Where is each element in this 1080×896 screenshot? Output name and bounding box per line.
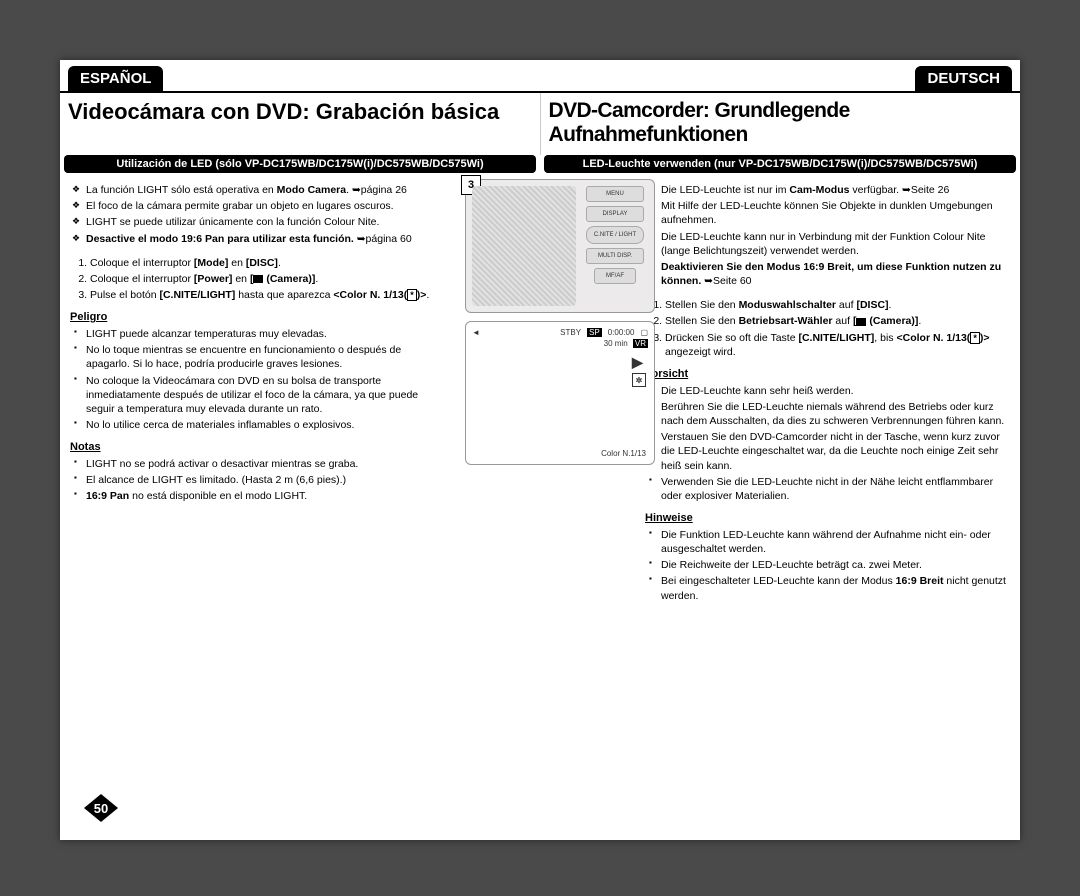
es-bullet: Desactive el modo 19:6 Pan para utilizar… — [86, 232, 435, 246]
title-es: Videocámara con DVD: Grabación básica — [60, 93, 541, 155]
vorsicht-item: Berühren Sie die LED-Leuchte niemals wäh… — [661, 400, 1010, 428]
subheading-row: Utilización de LED (sólo VP-DC175WB/DC17… — [60, 155, 1020, 173]
de-steps: Stellen Sie den Moduswahlschalter auf [D… — [645, 298, 1010, 359]
center-diagram: 3 MENU DISPLAY C.NITE / LIGHT MULTI DISP… — [465, 179, 655, 465]
manual-page: ESPAÑOL DEUTSCH Videocámara con DVD: Gra… — [60, 60, 1020, 840]
btn-cnite-light: C.NITE / LIGHT — [586, 226, 644, 244]
page-number: 50 — [84, 794, 118, 822]
de-bullet: Die LED-Leuchte ist nur im Cam-Modus ver… — [661, 183, 1010, 197]
battery-icon: ▢ — [640, 328, 648, 337]
time-label: 0:00:00 — [608, 328, 635, 337]
hinweise-item: Bei eingeschalteter LED-Leuchte kann der… — [661, 574, 1010, 602]
de-step: Stellen Sie den Betriebsart-Wähler auf [… — [665, 314, 1010, 328]
screen-bottom: Color N.1/13 — [601, 449, 646, 458]
peligro-item: No lo utilice cerca de materiales inflam… — [86, 418, 435, 432]
notas-item: El alcance de LIGHT es limitado. (Hasta … — [86, 473, 435, 487]
hinweise-list: Die Funktion LED-Leuchte kann während de… — [645, 528, 1010, 603]
vorsicht-list: Die LED-Leuchte kann sehr heiß werden. B… — [645, 384, 1010, 503]
es-bullet: La función LIGHT sólo está operativa en … — [86, 183, 435, 197]
speaker-grille — [472, 186, 576, 306]
light-icon: ✲ — [632, 373, 646, 387]
rec-icon: ◄ — [472, 328, 480, 337]
notas-item: 16:9 Pan no está disponible en el modo L… — [86, 489, 435, 503]
col-de: Die LED-Leuchte ist nur im Cam-Modus ver… — [635, 173, 1020, 609]
es-bullet: LIGHT se puede utilizar únicamente con l… — [86, 215, 435, 229]
es-step: Coloque el interruptor [Mode] en [DISC]. — [90, 256, 435, 270]
de-bullet: Deaktivieren Sie den Modus 16:9 Breit, u… — [661, 260, 1010, 288]
es-steps: Coloque el interruptor [Mode] en [DISC].… — [70, 256, 435, 303]
notas-list: LIGHT no se podrá activar o desactivar m… — [70, 457, 435, 504]
notas-item: LIGHT no se podrá activar o desactivar m… — [86, 457, 435, 471]
de-bullets: Die LED-Leuchte ist nur im Cam-Modus ver… — [645, 183, 1010, 288]
de-bullet: Mit Hilfe der LED-Leuchte können Sie Obj… — [661, 199, 1010, 227]
es-bullet: El foco de la cámara permite grabar un o… — [86, 199, 435, 213]
es-step: Coloque el interruptor [Power] en [ (Cam… — [90, 272, 435, 286]
peligro-list: LIGHT puede alcanzar temperaturas muy el… — [70, 327, 435, 432]
title-row: Videocámara con DVD: Grabación básica DV… — [60, 91, 1020, 155]
screen-top-row: ◄ STBY SP 0:00:00 ▢ — [472, 328, 648, 337]
subbar-es: Utilización de LED (sólo VP-DC175WB/DC17… — [64, 155, 536, 173]
hinweise-item: Die Funktion LED-Leuchte kann während de… — [661, 528, 1010, 556]
vr-badge: VR — [633, 339, 648, 348]
play-icon: ▶ — [632, 354, 646, 371]
de-step: Stellen Sie den Moduswahlschalter auf [D… — [665, 298, 1010, 312]
camera-panel: 3 MENU DISPLAY C.NITE / LIGHT MULTI DISP… — [465, 179, 655, 313]
es-step: Pulse el botón [C.NITE/LIGHT] hasta que … — [90, 288, 435, 302]
btn-display: DISPLAY — [586, 206, 644, 222]
btn-mfaf: MF/AF — [594, 268, 636, 284]
lang-tab-es: ESPAÑOL — [68, 66, 163, 91]
peligro-item: No lo toque mientras se encuentre en fun… — [86, 343, 435, 371]
notas-heading: Notas — [70, 440, 435, 455]
btn-menu: MENU — [586, 186, 644, 202]
peligro-item: LIGHT puede alcanzar temperaturas muy el… — [86, 327, 435, 341]
vorsicht-heading: Vorsicht — [645, 367, 1010, 382]
lang-tab-de: DEUTSCH — [915, 66, 1012, 91]
peligro-item: No coloque la Videocámara con DVD en su … — [86, 374, 435, 417]
btn-multidisp: MULTI DISP. — [586, 248, 644, 264]
vorsicht-item: Verstauen Sie den DVD-Camcorder nicht in… — [661, 430, 1010, 473]
stby-label: STBY — [560, 328, 581, 337]
content-columns: La función LIGHT sólo está operativa en … — [60, 173, 1020, 609]
panel-buttons: MENU DISPLAY C.NITE / LIGHT MULTI DISP. … — [582, 186, 648, 306]
de-bullet: Die LED-Leuchte kann nur in Verbindung m… — [661, 230, 1010, 258]
es-bullets: La función LIGHT sólo está operativa en … — [70, 183, 435, 246]
subbar-de: LED-Leuchte verwenden (nur VP-DC175WB/DC… — [544, 155, 1016, 173]
min-label: 30 min — [604, 339, 628, 348]
vorsicht-item: Verwenden Sie die LED-Leuchte nicht in d… — [661, 475, 1010, 503]
de-step: Drücken Sie so oft die Taste [C.NITE/LIG… — [665, 331, 1010, 359]
hinweise-heading: Hinweise — [645, 511, 1010, 526]
title-de: DVD-Camcorder: Grundlegende Aufnahmefunk… — [541, 93, 1021, 155]
screen-row2: 30 min VR — [472, 339, 648, 348]
hinweise-item: Die Reichweite der LED-Leuchte beträgt c… — [661, 558, 1010, 572]
lcd-screen: ◄ STBY SP 0:00:00 ▢ 30 min VR ▶ ✲ Color … — [465, 321, 655, 465]
screen-icons: ▶ ✲ — [632, 354, 646, 387]
peligro-heading: Peligro — [70, 310, 435, 325]
sp-badge: SP — [587, 328, 602, 337]
vorsicht-item: Die LED-Leuchte kann sehr heiß werden. — [661, 384, 1010, 398]
language-tabs: ESPAÑOL DEUTSCH — [60, 60, 1020, 91]
